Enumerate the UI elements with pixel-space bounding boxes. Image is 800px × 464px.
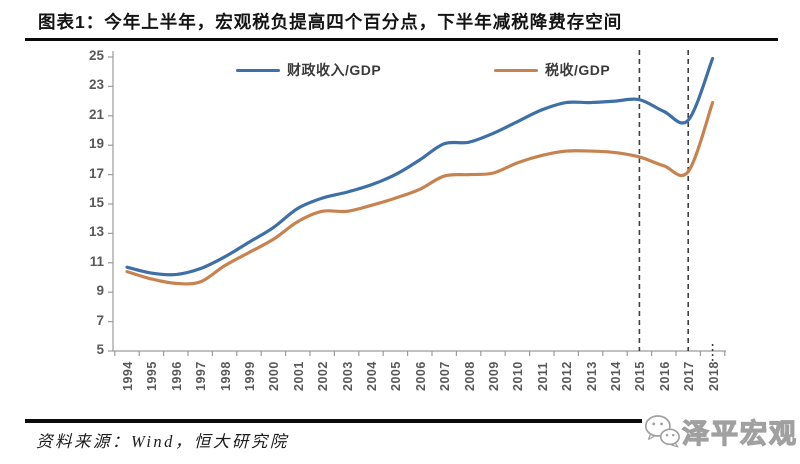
x-tick-label: 2006 [413, 361, 428, 391]
y-tick-label: 5 [96, 342, 104, 357]
x-tick-label: 2004 [365, 361, 379, 391]
watermark-label: 泽平宏观 [681, 418, 798, 449]
x-tick-label: 2007 [438, 361, 453, 391]
x-tick-label: 1996 [169, 361, 184, 391]
x-tick-label: 1994 [121, 361, 135, 391]
x-tick-label: 2008 [462, 361, 477, 391]
title-divider [25, 38, 778, 41]
x-tick-label: 2014 [609, 361, 623, 391]
series-line-1 [125, 100, 715, 286]
x-tick-label: 2010 [511, 361, 526, 391]
y-tick-label: 17 [88, 165, 104, 181]
y-tick-label: 15 [88, 195, 104, 210]
x-tick-label: 2015 [633, 361, 648, 391]
y-tick-label: 7 [96, 312, 104, 328]
legend-line-swatch [494, 68, 538, 72]
legend-label: 财政收入/GDP [287, 62, 382, 78]
x-tick-label: 2017 [682, 361, 697, 391]
x-tick-label: 2001 [291, 361, 306, 391]
x-tick-label: 2002 [316, 361, 331, 391]
page-title: 图表1：今年上半年，宏观税负提高四个百分点，下半年减税降费存空间 [38, 12, 623, 32]
y-tick-label: 9 [96, 283, 104, 299]
x-tick-label: 2013 [584, 361, 599, 391]
y-tick-label: 19 [88, 136, 104, 152]
y-tick-label: 21 [88, 106, 104, 122]
series-line-0 [125, 56, 715, 277]
x-tick-label: 1995 [145, 361, 160, 391]
y-tick-label: 25 [88, 48, 104, 63]
x-tick-label: 1999 [243, 361, 257, 391]
y-tick-label: 11 [89, 253, 104, 269]
x-tick-label: 2016 [657, 361, 672, 391]
x-tick-label: 2003 [340, 361, 355, 391]
y-tick-label: 13 [88, 224, 104, 240]
legend-line-swatch [236, 68, 280, 72]
x-tick-label: 2000 [267, 361, 282, 391]
y-tick-label: 23 [88, 77, 104, 93]
legend-entry-0: 财政收入/GDP [236, 60, 381, 80]
wechat-icon [644, 415, 680, 448]
x-tick-label: 2018 [706, 361, 721, 391]
footer-divider [25, 419, 645, 423]
x-tick-label: 2012 [560, 361, 575, 391]
x-tick-label: 2009 [487, 361, 501, 391]
legend-entry-1: 税收/GDP [494, 60, 610, 80]
x-tick-label: 1998 [218, 361, 233, 391]
x-tick-label: 1997 [194, 361, 209, 391]
chart-legend: 财政收入/GDP 税收/GDP [0, 60, 800, 82]
x-tick-label: 2011 [535, 361, 550, 391]
source-note: 资料来源：Wind，恒大研究院 [36, 432, 289, 451]
brand-watermark: 泽平宏观 [642, 402, 798, 460]
legend-label: 税收/GDP [545, 62, 611, 78]
x-tick-label: 2005 [389, 361, 404, 391]
